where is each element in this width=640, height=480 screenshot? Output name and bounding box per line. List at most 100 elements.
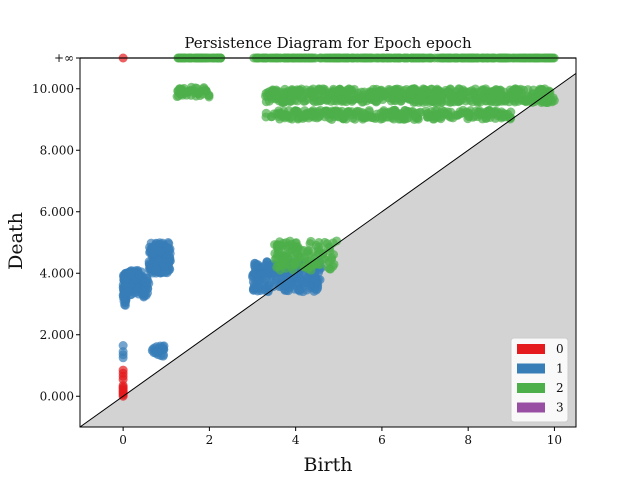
y-tick-label: 6.000 bbox=[40, 205, 74, 219]
point-dim-2 bbox=[396, 96, 406, 106]
point-dim-2 bbox=[457, 90, 467, 100]
point-dim-2 bbox=[306, 255, 316, 265]
diagonal-line bbox=[79, 72, 577, 428]
point-dim-2 bbox=[383, 112, 393, 122]
point-dim-2 bbox=[348, 113, 358, 123]
point-dim-1 bbox=[253, 275, 263, 285]
point-dim-2 bbox=[416, 92, 426, 102]
point-dim-2 bbox=[394, 89, 404, 99]
point-dim-1 bbox=[144, 259, 154, 269]
point-dim-1 bbox=[163, 243, 173, 253]
point-dim-2 bbox=[444, 110, 454, 120]
x-axis-ticks: 0 2 4 6 8 10 bbox=[119, 427, 562, 447]
legend-label-3: 3 bbox=[556, 401, 564, 415]
point-dim-2 bbox=[315, 108, 325, 118]
point-dim-1 bbox=[155, 246, 165, 256]
y-axis-label: Death bbox=[5, 212, 27, 270]
point-dim-2 bbox=[543, 95, 553, 105]
point-dim-2 bbox=[292, 106, 302, 116]
point-dim-2 bbox=[275, 265, 285, 275]
point-dim-0 bbox=[118, 380, 128, 390]
point-dim-2 bbox=[270, 240, 280, 250]
point-dim-2 bbox=[472, 94, 482, 104]
legend: 0 1 2 3 bbox=[510, 337, 569, 423]
point-dim-2 bbox=[403, 106, 413, 116]
x-tick-label: 0 bbox=[119, 433, 127, 447]
point-dim-2 bbox=[199, 84, 209, 94]
point-dim-2 bbox=[411, 111, 421, 121]
legend-swatch-0 bbox=[517, 344, 545, 354]
point-dim-2 bbox=[329, 250, 338, 260]
point-dim-1 bbox=[124, 287, 134, 297]
point-dim-2 bbox=[409, 97, 419, 107]
legend-swatch-3 bbox=[517, 402, 545, 413]
point-dim-2 bbox=[293, 114, 303, 124]
point-dim-2 bbox=[465, 106, 475, 116]
point-dim-1 bbox=[152, 347, 162, 357]
y-tick-label: 4.000 bbox=[40, 266, 74, 280]
point-dim-1 bbox=[280, 280, 290, 290]
legend-swatch-1 bbox=[517, 363, 545, 374]
point-dim-2 bbox=[261, 88, 271, 98]
point-dim-2 bbox=[306, 236, 316, 246]
point-dim-2 bbox=[300, 109, 310, 119]
point-dim-2 bbox=[297, 253, 307, 263]
y-tick-label: 0.000 bbox=[40, 389, 74, 403]
point-dim-1 bbox=[148, 248, 158, 258]
point-dim-2 bbox=[334, 112, 344, 122]
point-dim-1 bbox=[151, 265, 161, 275]
point-dim-2 bbox=[325, 242, 335, 252]
point-dim-1 bbox=[142, 277, 152, 287]
point-dim-2 bbox=[482, 107, 492, 117]
point-dim-2 bbox=[488, 91, 498, 101]
legend-box bbox=[510, 337, 569, 423]
point-dim-2 bbox=[286, 96, 296, 106]
point-dim-1 bbox=[126, 269, 136, 279]
point-dim-2 bbox=[329, 259, 339, 269]
point-dim-2 bbox=[432, 84, 442, 94]
point-dim-2 bbox=[332, 236, 342, 246]
point-dim-2 bbox=[358, 97, 368, 107]
y-axis-ticks: 0.000 2.000 4.000 6.000 8.000 10.000 +∞ bbox=[32, 51, 80, 403]
x-axis-label: Birth bbox=[304, 454, 353, 476]
x-tick-label: 10 bbox=[547, 433, 562, 447]
point-dim-0 bbox=[118, 365, 128, 375]
point-dim-2 bbox=[426, 96, 435, 106]
point-dim-1 bbox=[118, 341, 128, 351]
y-tick-label: 2.000 bbox=[40, 328, 74, 342]
point-dim-2 bbox=[432, 110, 442, 120]
point-dim-2 bbox=[356, 87, 366, 97]
point-dim-2 bbox=[477, 85, 487, 95]
point-dim-2 bbox=[534, 86, 544, 96]
x-tick-label: 6 bbox=[378, 433, 386, 447]
point-dim-2 bbox=[308, 95, 318, 105]
point-dim-1 bbox=[295, 284, 305, 294]
point-dim-2 bbox=[318, 94, 328, 104]
point-dim-2 bbox=[344, 84, 354, 94]
point-dim-2 bbox=[337, 86, 347, 96]
point-dim-2 bbox=[268, 86, 278, 96]
point-dim-1 bbox=[252, 282, 262, 292]
legend-label-1: 1 bbox=[556, 362, 564, 376]
point-dim-1 bbox=[264, 280, 274, 290]
point-dim-2 bbox=[367, 113, 377, 123]
point-dim-2 bbox=[184, 86, 194, 96]
point-dim-1 bbox=[120, 300, 130, 310]
point-dim-2 bbox=[282, 242, 292, 252]
point-dim-2 bbox=[509, 93, 519, 103]
y-tick-label-infinity: +∞ bbox=[54, 51, 74, 65]
point-dim-2 bbox=[176, 87, 186, 97]
point-dim-2 bbox=[313, 242, 323, 252]
point-dim-1 bbox=[250, 258, 260, 268]
point-dim-2 bbox=[364, 105, 374, 115]
legend-swatch-2 bbox=[517, 383, 545, 393]
point-dim-1 bbox=[139, 287, 149, 297]
point-dim-2 bbox=[408, 85, 418, 95]
point-dim-2 bbox=[510, 84, 520, 94]
point-dim-2 bbox=[288, 265, 298, 275]
point-dim-1 bbox=[310, 273, 320, 283]
x-tick-label: 2 bbox=[206, 433, 214, 447]
points-layer bbox=[118, 53, 559, 401]
point-dim-2 bbox=[314, 84, 324, 94]
